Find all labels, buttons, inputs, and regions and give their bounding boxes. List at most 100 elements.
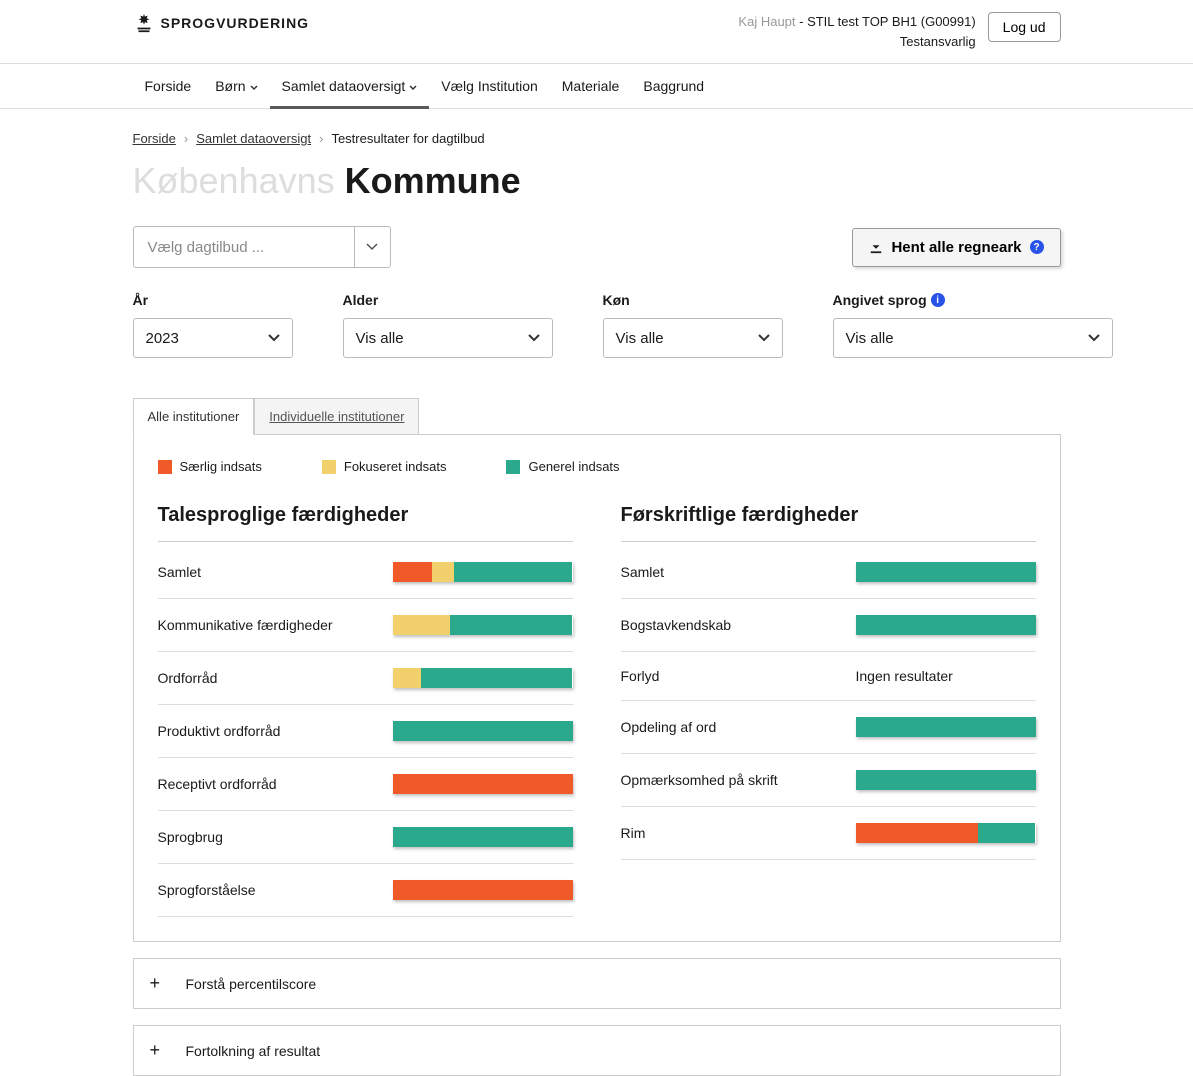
breadcrumb-link-1[interactable]: Samlet dataoversigt (196, 131, 311, 146)
nav-item-2[interactable]: Samlet dataoversigt (270, 64, 430, 108)
tab-all-institutions[interactable]: Alle institutioner (133, 398, 255, 435)
crown-icon (133, 12, 155, 34)
user-role: Testansvarlig (738, 32, 975, 52)
bar-track (856, 615, 1036, 635)
filter-year-select[interactable]: 2023 (133, 318, 293, 358)
title-strong: Kommune (345, 160, 521, 201)
logout-button[interactable]: Log ud (988, 12, 1061, 42)
legend-fokuseret: Fokuseret indsats (322, 459, 447, 474)
bar-track (856, 823, 1036, 843)
user-info: Kaj Haupt - STIL test TOP BH1 (G00991) T… (738, 12, 1060, 51)
download-icon (869, 240, 883, 254)
bar-segment-generel (393, 827, 573, 847)
bar-track (856, 562, 1036, 582)
chevron-down-icon (758, 334, 770, 342)
chevron-down-icon (354, 227, 390, 267)
bar-row: ForlydIngen resultater (621, 652, 1036, 701)
filter-language-select[interactable]: Vis alle (833, 318, 1113, 358)
download-label: Hent alle regneark (891, 239, 1021, 256)
bar-row: Samlet (621, 546, 1036, 599)
filter-age-value: Vis alle (356, 330, 404, 347)
info-icon[interactable]: i (931, 293, 945, 307)
nav-item-4[interactable]: Materiale (550, 64, 632, 108)
filter-age-select[interactable]: Vis alle (343, 318, 553, 358)
filter-year-label: År (133, 292, 293, 308)
dagtilbud-placeholder: Vælg dagtilbud ... (134, 227, 354, 267)
bar-track (393, 562, 573, 582)
bar-track (393, 615, 573, 635)
bar-track (856, 717, 1036, 737)
filter-gender-select[interactable]: Vis alle (603, 318, 783, 358)
bar-row: Opdeling af ord (621, 701, 1036, 754)
filter-gender-label: Køn (603, 292, 783, 308)
bar-segment-fokuseret (432, 562, 454, 582)
chevron-down-icon (250, 78, 258, 94)
bar-label: Opdeling af ord (621, 719, 856, 735)
bar-label: Samlet (158, 564, 393, 580)
filter-year-value: 2023 (146, 330, 179, 347)
bar-segment-fokuseret (393, 668, 422, 688)
bar-segment-saerlig (393, 880, 573, 900)
plus-icon: + (150, 1040, 162, 1061)
bar-label: Kommunikative færdigheder (158, 617, 393, 633)
bar-segment-fokuseret (393, 615, 451, 635)
bar-row: Samlet (158, 546, 573, 599)
bar-label: Samlet (621, 564, 856, 580)
filter-age-label: Alder (343, 292, 553, 308)
accordion-interpretation[interactable]: + Fortolkning af resultat (133, 1025, 1061, 1076)
bar-label: Ordforråd (158, 670, 393, 686)
bar-track (393, 774, 573, 794)
nav-item-0[interactable]: Forside (133, 64, 204, 108)
bar-label: Sprogforståelse (158, 882, 393, 898)
help-icon[interactable]: ? (1030, 240, 1044, 254)
bar-segment-generel (856, 615, 1036, 635)
user-name: Kaj Haupt (738, 14, 795, 29)
page-title: Københavns Kommune (133, 156, 1061, 226)
breadcrumb-current: Testresultater for dagtilbud (331, 131, 484, 146)
bar-segment-generel (421, 668, 572, 688)
bar-track (856, 770, 1036, 790)
bar-segment-generel (450, 615, 572, 635)
bar-row: Produktivt ordforråd (158, 705, 573, 758)
bar-label: Receptivt ordforråd (158, 776, 393, 792)
bar-row: Kommunikative færdigheder (158, 599, 573, 652)
bar-segment-generel (454, 562, 573, 582)
accordion-interpretation-label: Fortolkning af resultat (186, 1043, 321, 1059)
bar-row: Sprogforståelse (158, 864, 573, 917)
accordion-percentile[interactable]: + Forstå percentilscore (133, 958, 1061, 1009)
filter-gender-value: Vis alle (616, 330, 664, 347)
chevron-down-icon (528, 334, 540, 342)
nav-item-5[interactable]: Baggrund (631, 64, 716, 108)
bar-segment-saerlig (393, 774, 573, 794)
download-all-button[interactable]: Hent alle regneark ? (852, 228, 1060, 267)
bar-segment-generel (393, 721, 573, 741)
chart-right: Førskriftlige færdigheder Samlet Bogstavk… (621, 504, 1036, 917)
bar-segment-generel (856, 717, 1036, 737)
legend-swatch-generel (506, 460, 520, 474)
breadcrumb-separator: › (184, 131, 188, 146)
bar-segment-generel (856, 770, 1036, 790)
user-context: - STIL test TOP BH1 (G00991) (796, 14, 976, 29)
nav-item-1[interactable]: Børn (203, 64, 269, 108)
nav-item-3[interactable]: Vælg Institution (429, 64, 550, 108)
results-panel: Særlig indsats Fokuseret indsats Generel… (133, 435, 1061, 942)
bar-label: Sprogbrug (158, 829, 393, 845)
bar-label: Opmærksomhed på skrift (621, 772, 856, 788)
bar-segment-saerlig (393, 562, 433, 582)
chart-left: Talesproglige færdigheder Samlet Kommunik… (158, 504, 573, 917)
bar-label: Bogstavkendskab (621, 617, 856, 633)
bar-empty-text: Ingen resultater (856, 668, 1036, 684)
chart-left-title: Talesproglige færdigheder (158, 504, 573, 527)
bar-track (393, 721, 573, 741)
brand-text: SPROGVURDERING (161, 15, 310, 31)
breadcrumb-link-0[interactable]: Forside (133, 131, 176, 146)
bar-row: Ordforråd (158, 652, 573, 705)
tab-individual-institutions[interactable]: Individuelle institutioner (254, 398, 419, 434)
dagtilbud-select[interactable]: Vælg dagtilbud ... (133, 226, 391, 268)
brand-logo[interactable]: SPROGVURDERING (133, 12, 310, 34)
legend-saerlig: Særlig indsats (158, 459, 262, 474)
chevron-down-icon (1088, 334, 1100, 342)
bar-row: Opmærksomhed på skrift (621, 754, 1036, 807)
bar-label: Forlyd (621, 668, 856, 684)
chart-right-title: Førskriftlige færdigheder (621, 504, 1036, 527)
